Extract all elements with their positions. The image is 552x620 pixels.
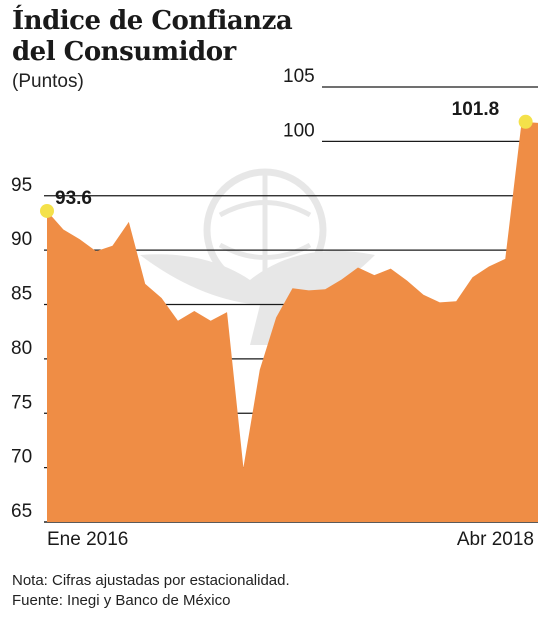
footnote-note: Nota: Cifras ajustadas por estacionalida… [12,572,290,589]
highlight-marker [518,114,533,129]
y-tick-label: 75 [11,392,32,413]
chart-title-line-2: del Consumidor [12,37,236,67]
y-tick-label: 65 [11,501,32,522]
data-point [357,267,359,269]
data-point [537,122,539,124]
data-point [128,221,130,223]
data-point [439,301,441,303]
data-point [210,320,212,322]
data-point [242,467,244,469]
data-point [111,245,113,247]
data-point [406,280,408,282]
y-tick-label: 105 [283,66,315,87]
data-point [62,228,64,230]
data-point [275,317,277,319]
data-point [161,297,163,299]
y-axis-labels: 65 70 75 80 85 90 95 100 105 [11,66,315,522]
data-point [193,310,195,312]
data-point [504,258,506,260]
data-point [472,276,474,278]
data-point [308,289,310,291]
data-point [341,278,343,280]
y-tick-label: 80 [11,338,32,359]
data-point [422,294,424,296]
data-point [373,274,375,276]
x-label-start: Ene 2016 [47,529,128,550]
data-point [95,250,97,252]
x-axis-labels: Ene 2016 Abr 2018 [47,529,534,550]
y-tick-label: 85 [11,284,32,305]
data-point [226,311,228,313]
highlight-marker [40,203,54,218]
y-tick-label: 90 [11,229,32,250]
data-point [259,369,261,371]
chart-title-line-1: Índice de Confianza [12,6,293,36]
y-tick-label: 95 [11,175,32,196]
footnotes: Nota: Cifras ajustadas por estacionalida… [12,571,290,611]
series-area [47,121,538,523]
data-point [455,300,457,302]
highlight-markers: 93.6 101.8 [40,99,533,218]
data-point [488,265,490,267]
y-tick-label: 100 [283,120,315,141]
data-point [177,320,179,322]
chart-subtitle: (Puntos) [12,71,84,92]
data-label: 101.8 [452,99,500,120]
data-point [390,268,392,270]
data-label: 93.6 [55,188,92,209]
data-point [292,287,294,289]
data-point [324,288,326,290]
data-point [144,283,146,285]
data-point [79,238,81,240]
y-tick-label: 70 [11,447,32,468]
footnote-source: Fuente: Inegi y Banco de México [12,592,231,609]
chart-title: Índice de Confianza del Consumidor [12,6,293,68]
x-label-end: Abr 2018 [457,529,534,550]
